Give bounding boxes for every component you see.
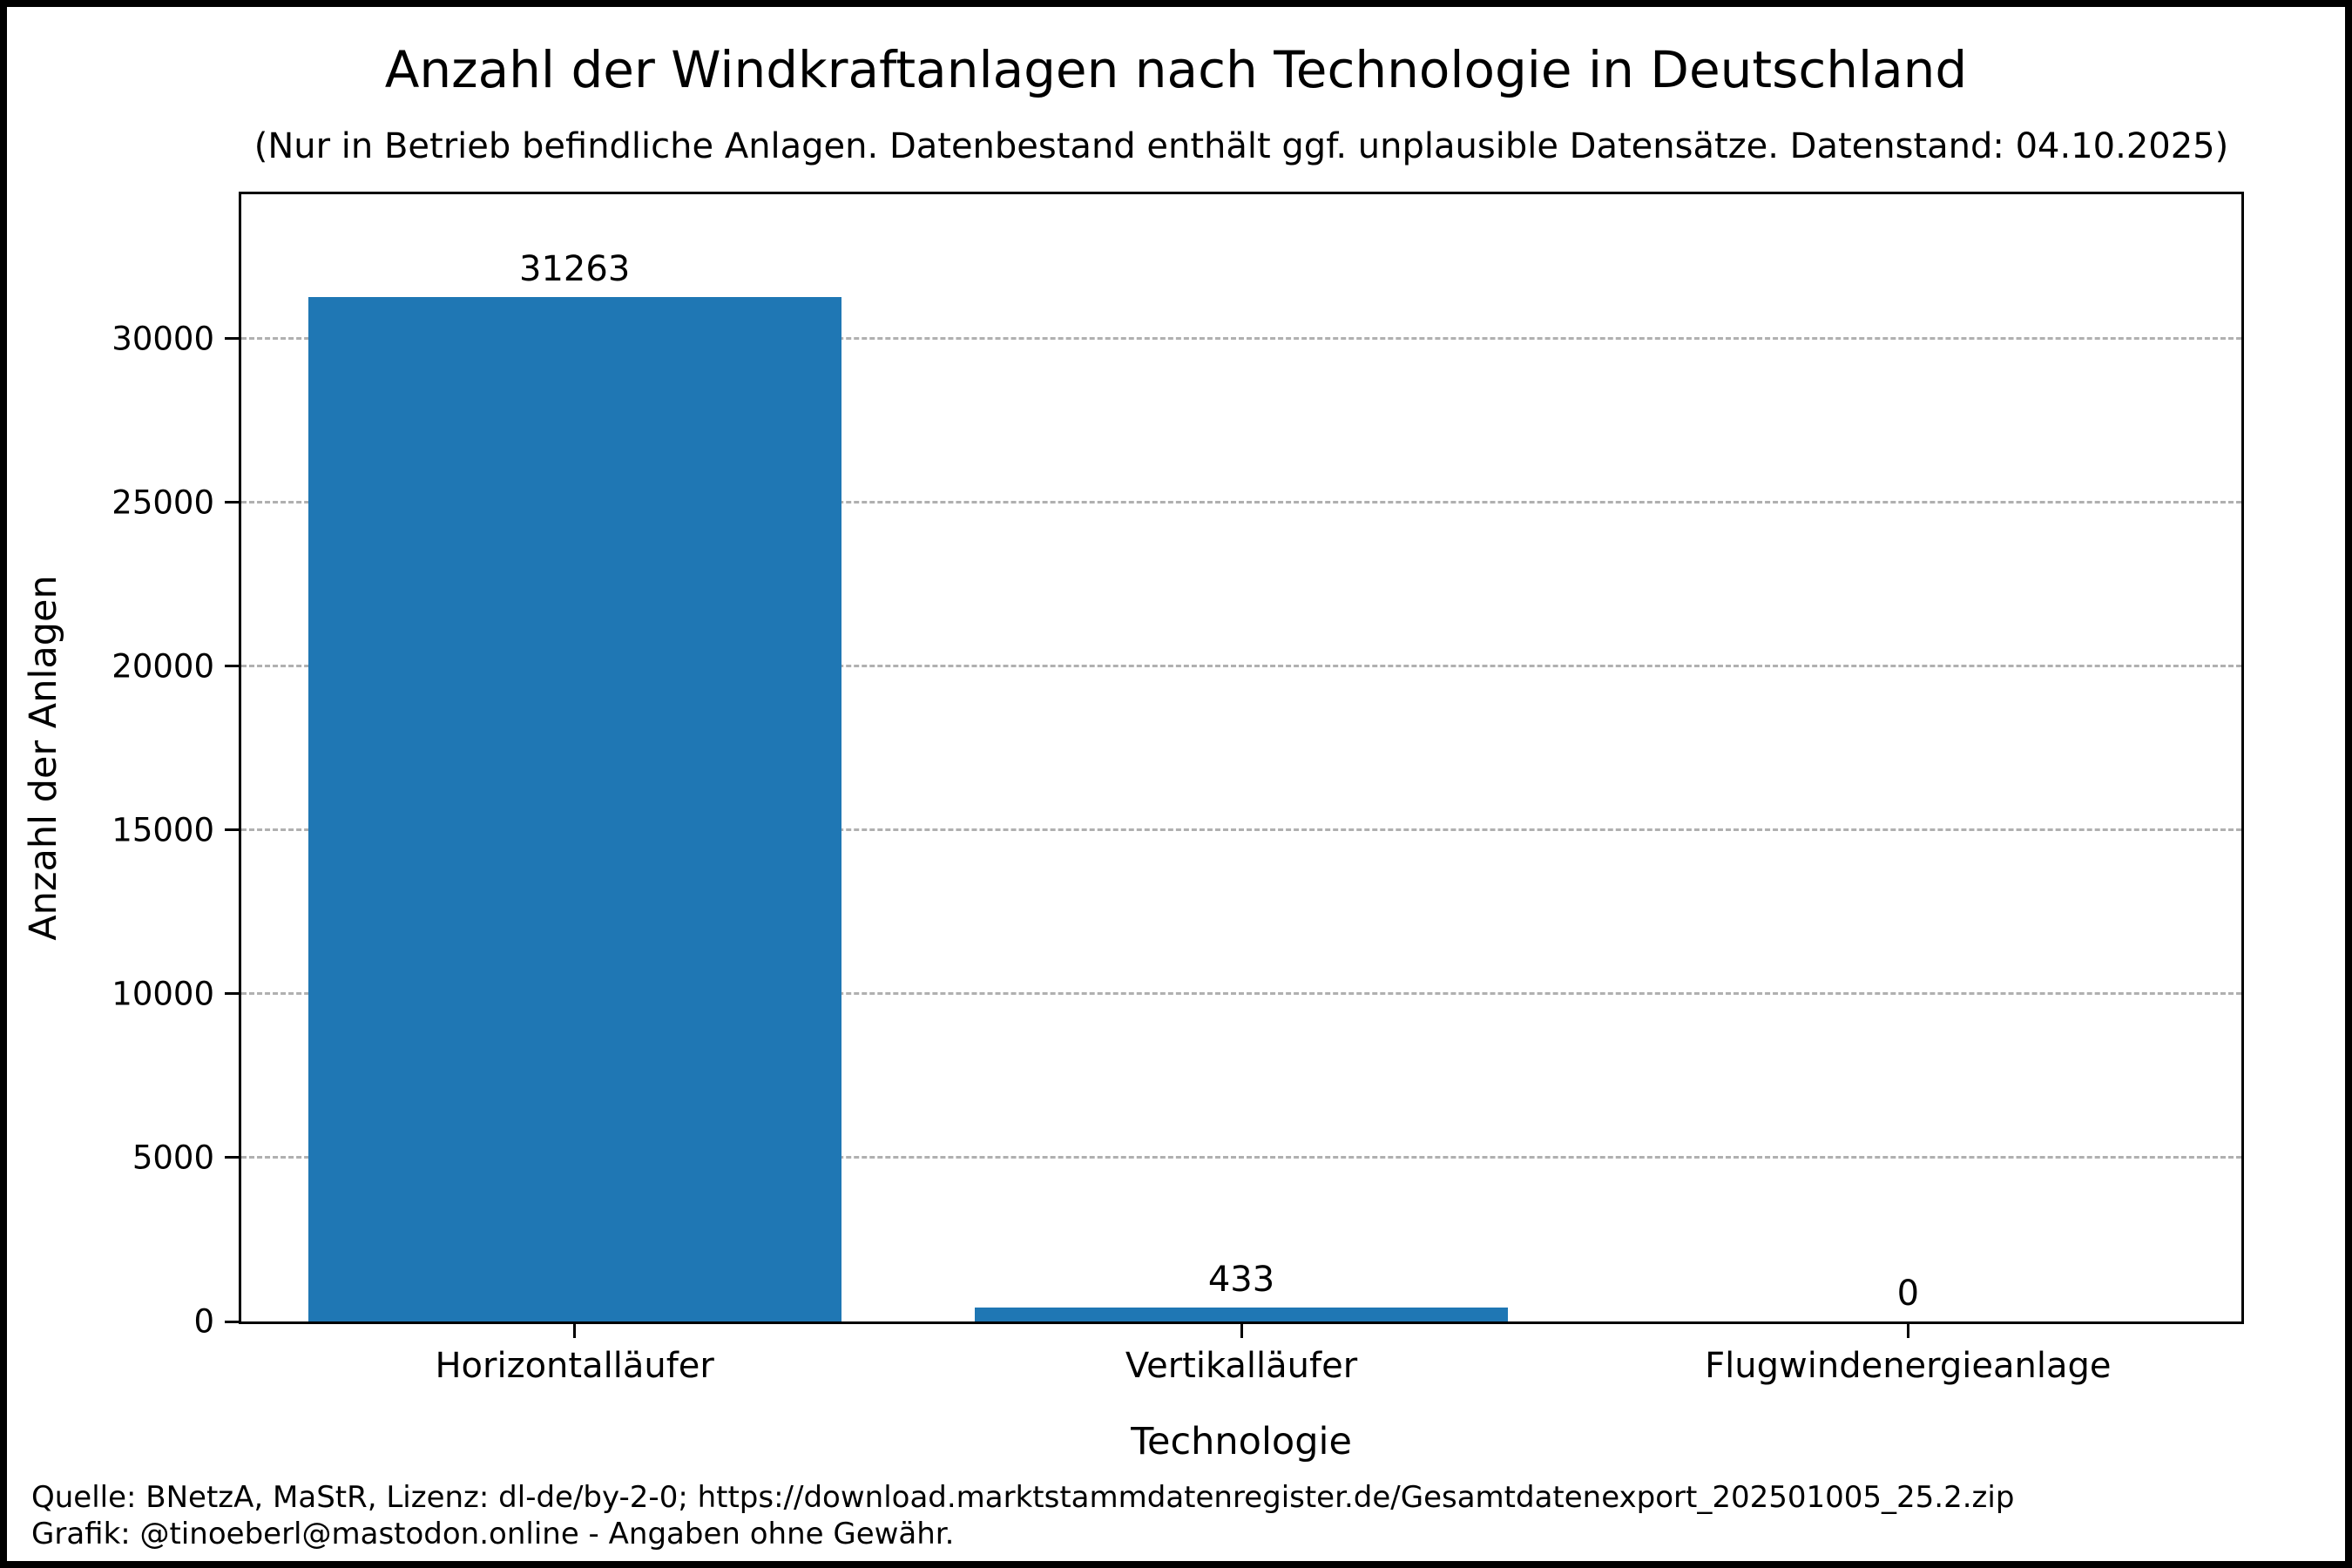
bar-vertikallaufer <box>974 1307 1509 1321</box>
y-tick-label: 30000 <box>112 320 214 357</box>
x-axis-title: Technologie <box>1131 1420 1352 1463</box>
y-axis-title: Anzahl der Anlagen <box>22 575 65 941</box>
y-tick-mark <box>225 1320 239 1323</box>
credit-line: Grafik: @tinoeberl@mastodon.online - Ang… <box>31 1517 955 1551</box>
y-tick-label: 0 <box>193 1302 214 1341</box>
gridline-5000 <box>241 1156 2241 1159</box>
y-tick-mark <box>225 665 239 668</box>
gridline-15000 <box>241 828 2241 832</box>
y-tick-label: 5000 <box>132 1139 214 1177</box>
y-tick-mark <box>225 992 239 996</box>
bar-horizontallaufer <box>308 297 841 1321</box>
y-tick-mark <box>225 1156 239 1159</box>
x-tick-label-flugwindenergieanlage: Flugwindenergieanlage <box>1705 1346 2112 1386</box>
gridline-25000 <box>241 501 2241 504</box>
x-tick-mark <box>1906 1324 1909 1338</box>
y-tick-mark <box>225 501 239 504</box>
y-tick-label: 20000 <box>112 647 214 686</box>
footer: Quelle: BNetzA, MaStR, Lizenz: dl-de/by-… <box>31 1479 2014 1552</box>
gridline-10000 <box>241 992 2241 996</box>
source-line: Quelle: BNetzA, MaStR, Lizenz: dl-de/by-… <box>31 1480 2015 1515</box>
y-tick-mark <box>225 828 239 832</box>
y-tick-label: 25000 <box>112 483 214 522</box>
y-tick-label: 15000 <box>112 811 214 849</box>
y-tick-mark <box>225 337 239 340</box>
x-tick-label-horizontallaufer: Horizontalläufer <box>435 1346 714 1386</box>
bar-value-label-horizontallaufer: 31263 <box>519 249 631 290</box>
gridline-30000 <box>241 337 2241 341</box>
bar-value-label-vertikallaufer: 433 <box>1207 1259 1275 1300</box>
plot-area: 31263 433 0 <box>239 192 2244 1324</box>
y-tick-label: 10000 <box>112 975 214 1013</box>
gridline-20000 <box>241 665 2241 668</box>
x-tick-mark <box>573 1324 577 1338</box>
chart-title: Anzahl der Windkraftanlagen nach Technol… <box>384 40 1968 99</box>
bar-value-label-flugwindenergieanlage: 0 <box>1896 1274 1920 1314</box>
x-tick-label-vertikallaufer: Vertikalläufer <box>1125 1346 1358 1386</box>
chart-subtitle: (Nur in Betrieb befindliche Anlagen. Dat… <box>253 126 2229 166</box>
x-tick-mark <box>1240 1324 1243 1338</box>
